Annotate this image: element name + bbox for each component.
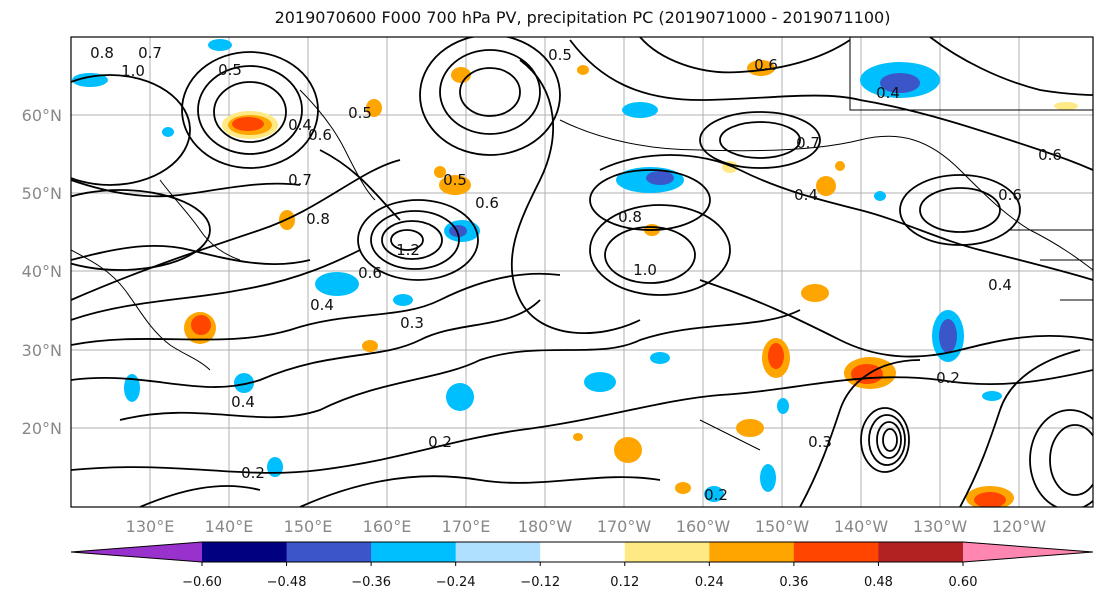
colorbar-tick-label: −0.60	[182, 575, 222, 590]
contour-label: 0.8	[618, 208, 642, 226]
lon-label: 140°E	[205, 517, 254, 536]
contour-label: 0.7	[138, 44, 162, 62]
lon-label: 130°E	[126, 517, 175, 536]
contour-label: 0.6	[998, 186, 1022, 204]
lat-label: 60°N	[22, 106, 62, 125]
precipitation-shading	[72, 39, 1078, 507]
lon-label: 150°E	[284, 517, 333, 536]
contour-label: 0.6	[1038, 146, 1062, 164]
contour-label: 0.5	[443, 171, 467, 189]
lon-label: 180°W	[518, 517, 573, 536]
lon-label: 150°W	[755, 517, 810, 536]
colorbar-tick-label: −0.36	[351, 575, 391, 590]
lon-label: 120°W	[992, 517, 1047, 536]
figure-title: 2019070600 F000 700 hPa PV, precipitatio…	[274, 8, 891, 27]
contour-label: 1.2	[396, 241, 420, 259]
contour-label: 0.2	[704, 486, 728, 504]
contour-label: 0.6	[358, 264, 382, 282]
colorbar-tick-label: −0.12	[520, 575, 560, 590]
lat-label: 30°N	[22, 341, 62, 360]
contour-label: 0.4	[794, 186, 818, 204]
colorbar-tick-label: −0.48	[267, 575, 307, 590]
colorbar-cell	[455, 542, 541, 562]
colorbar-cell	[202, 542, 288, 562]
lon-label: 130°W	[913, 517, 968, 536]
latitude-labels: 60°N 50°N 40°N 30°N 20°N	[22, 106, 62, 438]
contour-label: 0.4	[231, 393, 255, 411]
contour-label: 0.8	[90, 44, 114, 62]
pv-contours	[71, 37, 1093, 507]
contour-label: 0.4	[876, 84, 900, 102]
colorbar-extend-high	[963, 542, 1093, 562]
colorbar-tick-labels: −0.60 −0.48 −0.36 −0.24 −0.12 0.12 0.24 0.36 0.4…	[182, 562, 977, 590]
lat-label: 50°N	[22, 184, 62, 203]
lat-label: 20°N	[22, 419, 62, 438]
colorbar-cell	[709, 542, 795, 562]
lon-label: 140°W	[834, 517, 889, 536]
coastlines	[71, 37, 1093, 451]
contour-label: 0.5	[218, 61, 242, 79]
contour-label: 1.0	[121, 62, 145, 80]
lat-label: 40°N	[22, 262, 62, 281]
colorbar-cell	[624, 542, 710, 562]
contour-label: 0.2	[428, 433, 452, 451]
map-frame	[70, 36, 1094, 508]
colorbar-cell	[286, 542, 372, 562]
colorbar-tick-label: −0.24	[436, 575, 476, 590]
lon-label: 160°W	[676, 517, 731, 536]
colorbar-tick-label: 0.48	[864, 575, 893, 590]
contour-label: 0.3	[400, 314, 424, 332]
colorbar-cell	[371, 542, 457, 562]
colorbar-tick-label: 0.60	[949, 575, 978, 590]
contour-label: 0.6	[754, 56, 778, 74]
contour-label: 1.0	[633, 261, 657, 279]
contour-label: 0.7	[796, 134, 820, 152]
contour-label: 0.7	[288, 171, 312, 189]
contour-label: 0.3	[808, 433, 832, 451]
contour-label: 0.4	[288, 116, 312, 134]
colorbar	[70, 541, 1094, 563]
colorbar-cell	[793, 542, 879, 562]
colorbar-cell	[540, 542, 626, 562]
contour-label: 0.2	[936, 369, 960, 387]
colorbar-tick-label: 0.12	[610, 575, 639, 590]
contour-label: 0.5	[548, 46, 572, 64]
contour-label: 0.6	[308, 126, 332, 144]
lon-label: 170°E	[442, 517, 491, 536]
lon-label: 160°E	[363, 517, 412, 536]
colorbar-cell	[878, 542, 964, 562]
contour-label: 0.4	[988, 276, 1012, 294]
colorbar-tick-label: 0.24	[695, 575, 724, 590]
contour-label: 0.6	[475, 194, 499, 212]
colorbar-tick-label: 0.36	[779, 575, 808, 590]
longitude-labels: 130°E 140°E 150°E 160°E 170°E 180°W 170°W 160°W…	[126, 517, 1047, 536]
contour-labels: 0.81.00.70.50.40.60.50.70.80.41.20.60.30…	[90, 44, 1062, 504]
contour-label: 0.4	[310, 296, 334, 314]
contour-label: 0.2	[241, 464, 265, 482]
contour-label: 0.5	[348, 104, 372, 122]
colorbar-extend-low	[71, 542, 202, 562]
lon-label: 170°W	[597, 517, 652, 536]
contour-label: 0.8	[306, 210, 330, 228]
